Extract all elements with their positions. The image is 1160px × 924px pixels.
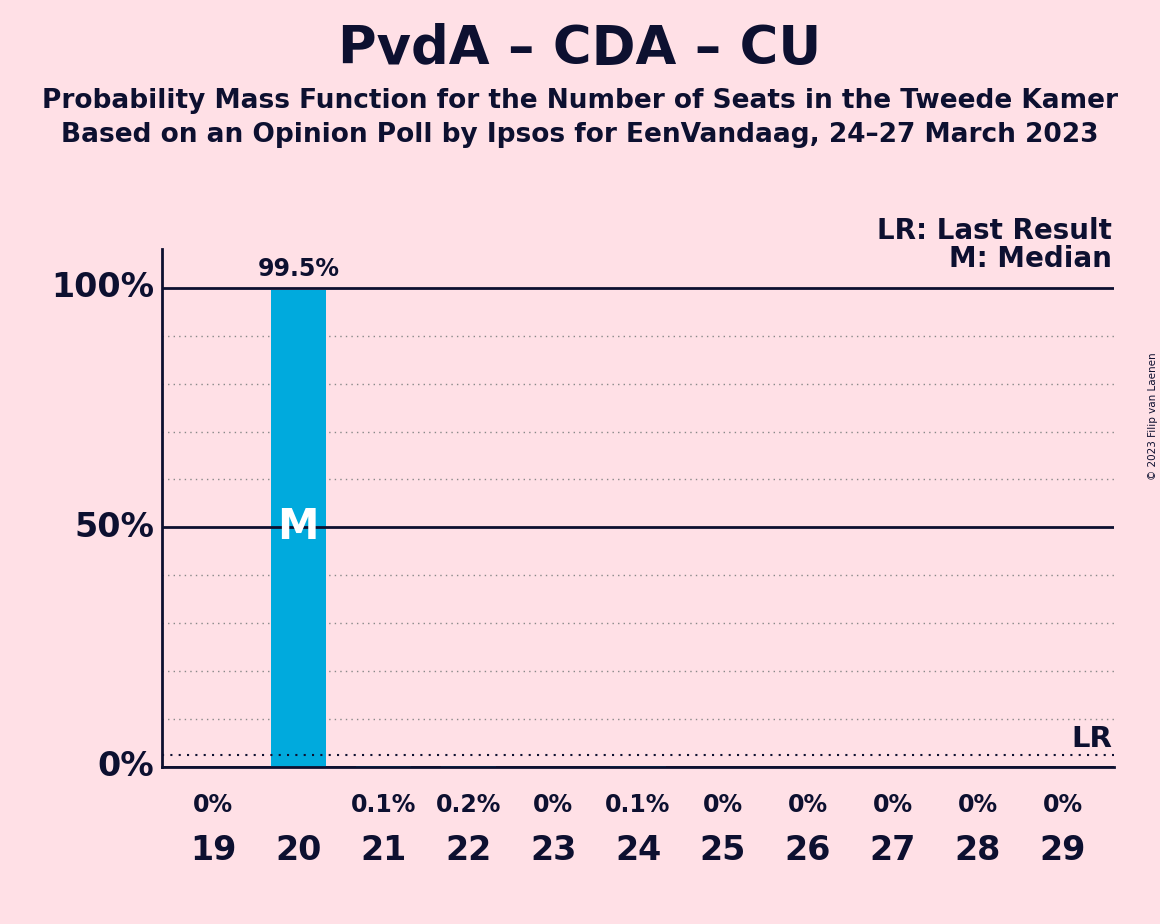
Text: Based on an Opinion Poll by Ipsos for EenVandaag, 24–27 March 2023: Based on an Opinion Poll by Ipsos for Ee… <box>61 122 1099 148</box>
Text: 28: 28 <box>955 834 1001 867</box>
Text: 0%: 0% <box>788 794 828 817</box>
Text: 100%: 100% <box>51 272 154 304</box>
Text: Probability Mass Function for the Number of Seats in the Tweede Kamer: Probability Mass Function for the Number… <box>42 88 1118 114</box>
Text: 99.5%: 99.5% <box>258 257 339 281</box>
Text: 0%: 0% <box>958 794 998 817</box>
Text: LR: LR <box>1071 724 1112 752</box>
Bar <box>270 290 326 767</box>
Text: 0%: 0% <box>532 794 573 817</box>
Text: M: M <box>277 506 319 548</box>
Text: 27: 27 <box>870 834 916 867</box>
Text: 0%: 0% <box>194 794 233 817</box>
Text: 21: 21 <box>360 834 406 867</box>
Text: 0.2%: 0.2% <box>435 794 501 817</box>
Text: 0.1%: 0.1% <box>606 794 670 817</box>
Text: 0%: 0% <box>872 794 913 817</box>
Text: LR: Last Result: LR: Last Result <box>877 217 1112 245</box>
Text: 20: 20 <box>275 834 321 867</box>
Text: 0%: 0% <box>1043 794 1082 817</box>
Text: © 2023 Filip van Laenen: © 2023 Filip van Laenen <box>1147 352 1158 480</box>
Text: 0.1%: 0.1% <box>350 794 416 817</box>
Text: 23: 23 <box>530 834 577 867</box>
Text: 24: 24 <box>615 834 661 867</box>
Text: 22: 22 <box>445 834 492 867</box>
Text: 0%: 0% <box>97 750 154 784</box>
Text: 0%: 0% <box>703 794 744 817</box>
Text: PvdA – CDA – CU: PvdA – CDA – CU <box>339 23 821 75</box>
Text: 50%: 50% <box>74 511 154 544</box>
Text: 29: 29 <box>1039 834 1086 867</box>
Text: 26: 26 <box>784 834 831 867</box>
Text: 25: 25 <box>699 834 746 867</box>
Text: M: Median: M: Median <box>949 246 1112 274</box>
Text: 19: 19 <box>190 834 237 867</box>
Bar <box>441 766 495 767</box>
